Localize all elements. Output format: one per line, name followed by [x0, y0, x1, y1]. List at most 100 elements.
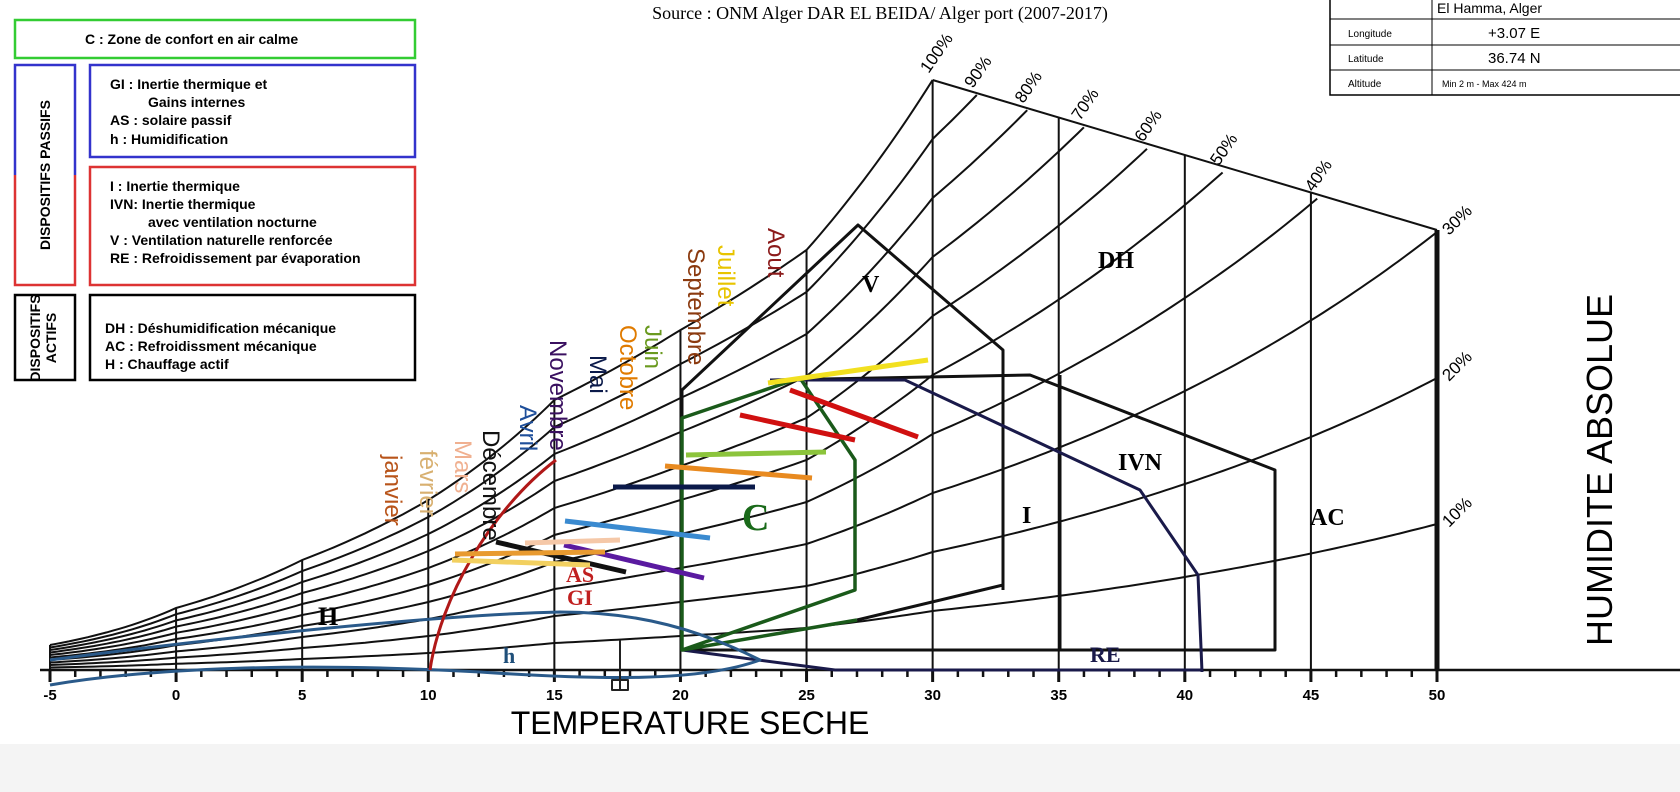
month-label: Avril — [514, 405, 541, 451]
source: Source : ONM Alger DAR EL BEIDA/ Alger p… — [652, 3, 1108, 24]
x-tick-label: 0 — [172, 687, 180, 704]
rh-label: 30% — [1438, 201, 1475, 238]
legend-text: DH : Déshumidification mécanique — [105, 320, 336, 336]
y-axis-title: HUMIDITE ABSOLUE — [1579, 294, 1620, 646]
month-line — [564, 518, 711, 541]
month-label: Novembre — [544, 340, 571, 451]
x-tick-label: 40 — [1176, 687, 1193, 704]
zone-label: AS — [566, 562, 594, 587]
legend-text: I : Inertie thermique — [110, 178, 240, 194]
month-line — [451, 557, 591, 568]
x-tick-label: 45 — [1303, 687, 1320, 704]
x-tick-label: 30 — [924, 687, 941, 704]
month-line — [767, 357, 929, 386]
rh-label: 70% — [1068, 85, 1103, 124]
cell: 36.74 N — [1488, 50, 1541, 67]
zone-re — [681, 378, 1204, 673]
zone-label: C — [742, 497, 769, 539]
rh-label: 100% — [916, 30, 957, 77]
x-tick-label: 35 — [1050, 687, 1067, 704]
legend-text: V : Ventilation naturelle renforcée — [110, 232, 333, 248]
rh-label: 10% — [1438, 493, 1475, 530]
legend-text: h : Humidification — [110, 131, 228, 147]
rh-label: 20% — [1438, 347, 1475, 384]
zone-i — [856, 350, 1005, 622]
month-line — [789, 387, 919, 440]
month-line — [454, 549, 606, 557]
x-tick-label: 20 — [672, 687, 689, 704]
zone-label: IVN — [1118, 450, 1163, 476]
zones — [49, 223, 1277, 691]
zone-c — [680, 376, 858, 652]
month-label: Octobre — [614, 325, 641, 410]
rh-curve — [49, 171, 1224, 659]
legend-text: H : Chauffage actif — [105, 356, 229, 372]
rh-label: 60% — [1131, 106, 1166, 145]
legend-text: Gains internes — [148, 94, 245, 110]
zone-label: h — [503, 643, 515, 668]
x-tick-label: 5 — [298, 687, 306, 704]
legend-box — [88, 165, 417, 287]
zone-label: V — [862, 272, 880, 298]
rh-curve — [49, 109, 1028, 651]
legend-text: AC : Refroidissment mécanique — [105, 338, 317, 354]
cell: Altitude — [1348, 79, 1382, 90]
x-tick-label: 25 — [798, 687, 815, 704]
month-label: février — [414, 450, 441, 517]
legend-box — [88, 293, 417, 382]
footer-band — [0, 744, 1680, 792]
x-tick-label: 50 — [1429, 687, 1446, 704]
cell: Longitude — [1348, 29, 1392, 40]
zone-label: DH — [1098, 248, 1134, 274]
rh-curve — [49, 126, 1085, 654]
rh-label: 90% — [960, 53, 995, 92]
legend-text: DISPOSITIFS PASSIFS — [37, 100, 53, 250]
legend-box — [13, 175, 77, 287]
month-label: Mai — [584, 355, 611, 394]
legend-text: RE : Refroidissement par évaporation — [110, 250, 361, 266]
x-tick-label: 15 — [546, 687, 563, 704]
month-label: Décembre — [477, 430, 504, 541]
month-line — [685, 449, 827, 458]
rh-curve — [49, 231, 1438, 664]
x-tick-label: -5 — [43, 687, 56, 704]
zone-label: I — [1022, 503, 1031, 529]
zone-label: H — [318, 602, 338, 631]
legend: C : Zone de confort en air calme DISPOSI… — [13, 18, 417, 382]
legend-text: avec ventilation nocturne — [148, 214, 317, 230]
legend-text: GI : Inertie thermique et — [110, 76, 267, 92]
zone-label: AC — [1310, 505, 1345, 531]
month-lines — [451, 357, 929, 581]
legend-text: AS : solaire passif — [110, 112, 232, 128]
info-table: El Hamma, Alger Longitude +3.07 E Latitu… — [1329, 0, 1680, 96]
month-label: janvier — [379, 454, 406, 526]
table-frame — [1329, 0, 1680, 96]
cell: Latitude — [1348, 54, 1384, 65]
legend-box — [13, 63, 77, 175]
rh-curve — [49, 79, 934, 646]
cell: Min 2 m - Max 424 m — [1442, 79, 1527, 89]
zone-ivn — [682, 373, 1277, 652]
legend-box — [88, 63, 417, 159]
marker — [611, 640, 629, 691]
rh-curve — [49, 377, 1438, 666]
legend-text: ACTIFS — [43, 313, 59, 364]
cell: +3.07 E — [1488, 25, 1540, 42]
legend-box — [13, 293, 77, 382]
zone-label: RE — [1090, 642, 1121, 667]
rh-label: 40% — [1301, 156, 1336, 195]
legend-box — [13, 18, 417, 60]
rh-curve — [49, 523, 1438, 669]
month-line — [495, 539, 627, 575]
legend-text: DISPOSITIFS — [27, 294, 43, 381]
zone-h — [49, 610, 762, 687]
rh-label: 80% — [1011, 68, 1046, 107]
month-line — [524, 537, 621, 546]
month-label: Mars — [449, 440, 476, 493]
legend-text: IVN: Inertie thermique — [110, 196, 256, 212]
month-label: Juillet — [712, 245, 739, 307]
zone-label: GI — [567, 585, 593, 610]
rh-curve — [49, 148, 1148, 656]
month-line — [739, 412, 856, 443]
